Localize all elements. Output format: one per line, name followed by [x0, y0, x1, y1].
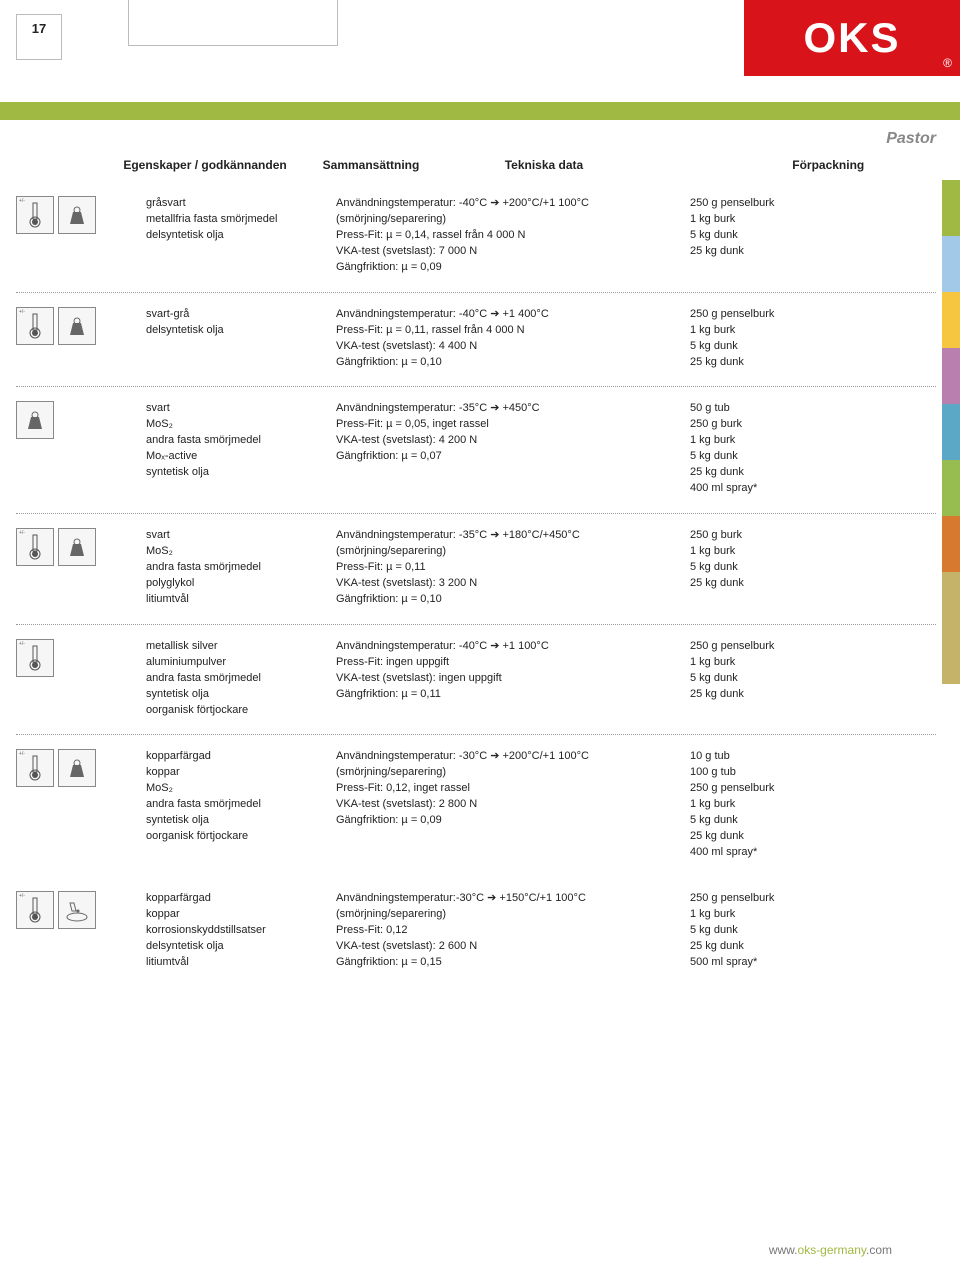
- icons-cell: [16, 401, 146, 497]
- composition-cell: svart MoS₂ andra fasta smörjmedel Moₓ-ac…: [146, 401, 336, 497]
- weight-icon: [58, 307, 96, 345]
- table-row: svart MoS₂ andra fasta smörjmedel Moₓ-ac…: [16, 387, 936, 514]
- page-number: 17: [32, 21, 46, 36]
- packaging-cell: 250 g burk 1 kg burk 5 kg dunk 25 kg dun…: [690, 528, 840, 608]
- footer-mid: oks-germany: [798, 1243, 866, 1257]
- icons-cell: +/-: [16, 307, 146, 371]
- brand-right: Pastor: [0, 120, 960, 148]
- packaging-cell: 250 g penselburk 1 kg burk 5 kg dunk 25 …: [690, 307, 840, 371]
- packaging-cell: 10 g tub 100 g tub 250 g penselburk 1 kg…: [690, 749, 840, 861]
- logo-registered: ®: [943, 56, 952, 70]
- rows-container: +/- gråsvart metallfria fasta smörjmedel …: [16, 182, 936, 987]
- technical-cell: Användningstemperatur: -40°C ➔ +1 400°C …: [336, 307, 690, 371]
- side-tab: [942, 292, 960, 348]
- top-bar: 17 OKS ®: [0, 0, 960, 76]
- composition-cell: svart MoS₂ andra fasta smörjmedel polygl…: [146, 528, 336, 608]
- drop-icon: [58, 891, 96, 929]
- composition-cell: kopparfärgad koppar korrosionskyddstills…: [146, 891, 336, 971]
- empty-header-box: [128, 0, 338, 46]
- logo-text: OKS: [803, 14, 900, 62]
- weight-icon: [16, 401, 54, 439]
- header-properties: Egenskaper / godkännanden: [123, 158, 322, 172]
- footer-suf: .com: [866, 1243, 892, 1257]
- icons-cell: +/-: [16, 749, 146, 861]
- weight-icon: [58, 196, 96, 234]
- technical-cell: Användningstemperatur: -35°C ➔ +450°C Pr…: [336, 401, 690, 497]
- column-headers: Egenskaper / godkännanden Sammansättning…: [16, 152, 936, 182]
- side-tab: [942, 180, 960, 236]
- weight-icon: [58, 749, 96, 787]
- page-number-box: 17: [16, 14, 62, 60]
- side-tab: [942, 572, 960, 628]
- header-packaging: Förpackning: [792, 158, 936, 172]
- technical-cell: Användningstemperatur: -30°C ➔ +200°C/+1…: [336, 749, 690, 861]
- technical-cell: Användningstemperatur: -40°C ➔ +1 100°C …: [336, 639, 690, 719]
- side-tab: [942, 628, 960, 684]
- technical-cell: Användningstemperatur:-30°C ➔ +150°C/+1 …: [336, 891, 690, 971]
- side-tab: [942, 348, 960, 404]
- content: Egenskaper / godkännanden Sammansättning…: [0, 148, 960, 987]
- composition-cell: metallisk silver aluminiumpulver andra f…: [146, 639, 336, 719]
- side-tab: [942, 460, 960, 516]
- side-tabs: [942, 180, 960, 684]
- icons-cell: +/-: [16, 639, 146, 719]
- table-row: +/- metallisk silver aluminiumpulver andr…: [16, 625, 936, 736]
- icons-cell: +/-: [16, 891, 146, 971]
- footer-pre: www.: [769, 1243, 798, 1257]
- therm-icon: +/-: [16, 639, 54, 677]
- side-tab: [942, 404, 960, 460]
- icons-cell: +/-: [16, 528, 146, 608]
- icons-cell: +/-: [16, 196, 146, 276]
- table-row: +/- gråsvart metallfria fasta smörjmedel …: [16, 182, 936, 293]
- therm-icon: +/-: [16, 307, 54, 345]
- table-row: +/- svart-grå delsyntetisk oljaAnvändning…: [16, 293, 936, 388]
- composition-cell: kopparfärgad koppar MoS₂ andra fasta smö…: [146, 749, 336, 861]
- page: 17 OKS ® Pastor Egenskaper / godkännande…: [0, 0, 960, 1283]
- green-strip: [0, 102, 960, 120]
- technical-cell: Användningstemperatur: -35°C ➔ +180°C/+4…: [336, 528, 690, 608]
- side-tab: [942, 236, 960, 292]
- therm-icon: +/-: [16, 196, 54, 234]
- header-composition: Sammansättning: [323, 158, 505, 172]
- packaging-cell: 250 g penselburk 1 kg burk 5 kg dunk 25 …: [690, 196, 840, 276]
- composition-cell: svart-grå delsyntetisk olja: [146, 307, 336, 371]
- composition-cell: gråsvart metallfria fasta smörjmedel del…: [146, 196, 336, 276]
- side-tab: [942, 516, 960, 572]
- packaging-cell: 50 g tub 250 g burk 1 kg burk 5 kg dunk …: [690, 401, 840, 497]
- table-row: +/- kopparfärgad koppar korrosionskyddsti…: [16, 877, 936, 987]
- oks-logo: OKS ®: [744, 0, 960, 76]
- therm-icon: +/-: [16, 528, 54, 566]
- technical-cell: Användningstemperatur: -40°C ➔ +200°C/+1…: [336, 196, 690, 276]
- table-row: +/- svart MoS₂ andra fasta smörjmedel pol…: [16, 514, 936, 625]
- table-row: +/- kopparfärgad koppar MoS₂ andra fasta …: [16, 735, 936, 877]
- packaging-cell: 250 g penselburk 1 kg burk 5 kg dunk 25 …: [690, 639, 840, 719]
- packaging-cell: 250 g penselburk 1 kg burk 5 kg dunk 25 …: [690, 891, 840, 971]
- header-technical: Tekniska data: [505, 158, 793, 172]
- footer-url: www.oks-germany.com: [769, 1243, 892, 1257]
- weight-icon: [58, 528, 96, 566]
- therm-icon: +/-: [16, 749, 54, 787]
- therm-icon: +/-: [16, 891, 54, 929]
